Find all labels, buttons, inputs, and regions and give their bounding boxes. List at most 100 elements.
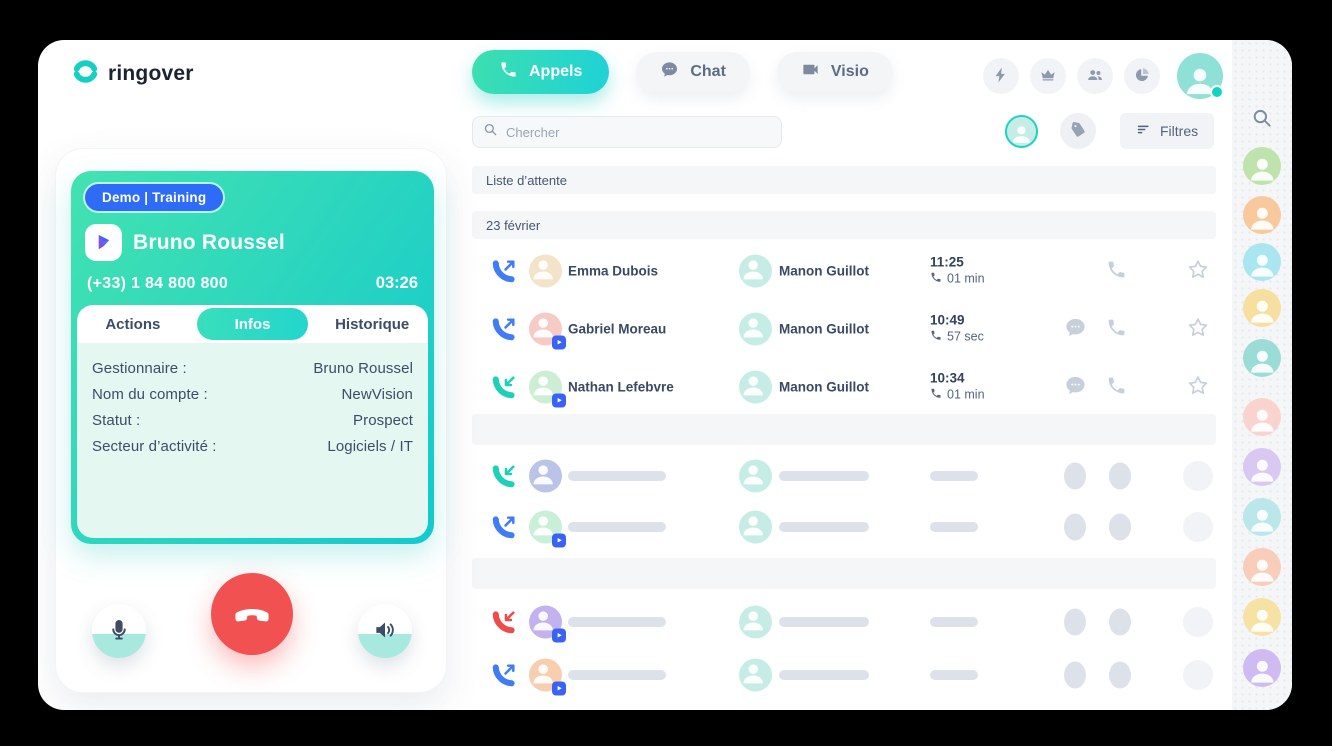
avatar-photo-placeholder: [1243, 398, 1281, 436]
chat-action-button[interactable]: [1064, 316, 1087, 342]
online-status-dot: [1210, 85, 1224, 99]
search-box[interactable]: [472, 116, 782, 148]
section-header-bar-empty: [472, 414, 1216, 445]
stats-button[interactable]: [1124, 58, 1160, 94]
tab-visio[interactable]: Visio: [776, 52, 893, 92]
teammate-avatar[interactable]: [1243, 598, 1281, 636]
action-placeholder: [1109, 661, 1131, 689]
card-tab-historique[interactable]: Historique: [316, 305, 428, 343]
name-placeholder: [568, 471, 666, 481]
outgoing-call-icon: [491, 258, 517, 284]
star-placeholder: [1183, 660, 1213, 690]
crm-mini-badge-icon: [552, 335, 566, 350]
name-placeholder: [779, 670, 869, 680]
search-input[interactable]: [506, 124, 771, 140]
ringover-logo-icon: [72, 58, 99, 90]
tag-icon: [1069, 121, 1087, 142]
call-back-button[interactable]: [1106, 317, 1127, 341]
name-placeholder: [568, 617, 666, 627]
info-value: Logiciels / IT: [327, 438, 413, 455]
call-row[interactable]: Nathan Lefebvre Manon Guillot 10:34 01 min: [472, 362, 1216, 412]
crown-icon: [1039, 66, 1057, 87]
phone-icon: [1106, 259, 1127, 283]
avatar: [1007, 117, 1036, 146]
speaker-icon: [372, 617, 398, 646]
outgoing-call-icon: [491, 662, 517, 688]
avatar-photo-placeholder: [1243, 196, 1281, 234]
name-placeholder: [568, 670, 666, 680]
filters-label: Filtres: [1160, 123, 1199, 139]
star-placeholder: [1183, 461, 1213, 491]
tab-chat[interactable]: Chat: [636, 52, 750, 92]
mute-microphone-button[interactable]: [92, 604, 146, 658]
teammate-avatar[interactable]: [1243, 498, 1281, 536]
speaker-button[interactable]: [358, 604, 412, 658]
users-icon: [1086, 66, 1104, 87]
star-placeholder: [1183, 607, 1213, 637]
avatar-photo-placeholder: [1243, 498, 1281, 536]
name-placeholder: [779, 522, 869, 532]
call-card-tabs: Actions Infos Historique: [77, 305, 428, 343]
card-tab-actions[interactable]: Actions: [77, 305, 189, 343]
caller-avatar: [529, 658, 566, 696]
crown-button[interactable]: [1030, 58, 1066, 94]
avatar-photo-placeholder: [1243, 243, 1281, 281]
contact-info-row: Statut : Prospect: [92, 412, 413, 429]
tab-label: Visio: [830, 63, 869, 80]
action-placeholder: [1064, 661, 1086, 689]
card-tab-infos[interactable]: Infos: [196, 308, 309, 340]
call-time: 10:49: [930, 312, 965, 328]
phone-icon: [930, 387, 942, 404]
outgoing-call-icon: [491, 514, 517, 540]
call-row[interactable]: Emma Dubois Manon Guillot 11:25 01 min: [472, 246, 1216, 296]
teammate-avatar[interactable]: [1243, 196, 1281, 234]
microphone-icon: [106, 617, 132, 646]
duration-text: 01 min: [947, 387, 985, 402]
avatar-photo-placeholder: [1243, 147, 1281, 185]
rail-search-icon[interactable]: [1251, 107, 1273, 129]
teammate-avatar[interactable]: [1243, 147, 1281, 185]
phone-icon: [499, 60, 518, 84]
teammate-avatar[interactable]: [1243, 398, 1281, 436]
chat-action-button[interactable]: [1064, 374, 1087, 400]
teammate-avatar[interactable]: [1243, 289, 1281, 327]
tab-label: Chat: [690, 63, 726, 80]
user-avatar[interactable]: [1177, 53, 1224, 99]
teammate-avatar[interactable]: [1243, 339, 1281, 377]
hangup-phone-icon: [230, 591, 274, 638]
teammate-avatar[interactable]: [1243, 649, 1281, 687]
star-icon: [1186, 374, 1210, 401]
filters-button[interactable]: Filtres: [1120, 113, 1215, 149]
flash-button[interactable]: [983, 58, 1019, 94]
crm-app-icon: [85, 224, 122, 261]
duration-text: 57 sec: [947, 329, 984, 344]
teammate-avatar[interactable]: [1243, 243, 1281, 281]
queue-header-label: Liste d’attente: [486, 172, 567, 188]
favorite-star-button[interactable]: [1186, 374, 1210, 401]
info-label: Statut :: [92, 412, 141, 429]
skeleton-call-row: [472, 451, 1216, 501]
team-rail: [1232, 40, 1292, 710]
call-row[interactable]: Gabriel Moreau Manon Guillot 10:49 57 sec: [472, 304, 1216, 354]
teammate-avatar[interactable]: [1243, 448, 1281, 486]
agent-filter-avatar[interactable]: [1005, 115, 1038, 148]
call-panel: Demo | Training Bruno Roussel (+33) 1 84…: [55, 148, 447, 693]
tab-appels[interactable]: Appels: [472, 50, 610, 94]
call-back-button[interactable]: [1106, 375, 1127, 399]
hangup-button[interactable]: [211, 573, 293, 655]
tab-label: Appels: [529, 63, 583, 80]
avatar-photo-placeholder: [529, 370, 562, 404]
avatar-photo-placeholder: [1243, 289, 1281, 327]
users-button[interactable]: [1077, 58, 1113, 94]
app-window: ringover Appels Chat Visio Filtres Liste d…: [38, 40, 1292, 710]
name-placeholder: [779, 471, 869, 481]
tags-button[interactable]: [1060, 113, 1096, 149]
call-duration: 01 min: [930, 271, 985, 288]
agent-name: Manon Guillot: [779, 379, 869, 395]
favorite-star-button[interactable]: [1186, 258, 1210, 285]
incoming-call-icon: [491, 463, 517, 489]
contact-info-row: Gestionnaire : Bruno Roussel: [92, 360, 413, 377]
call-back-button[interactable]: [1106, 259, 1127, 283]
teammate-avatar[interactable]: [1243, 548, 1281, 586]
favorite-star-button[interactable]: [1186, 316, 1210, 343]
